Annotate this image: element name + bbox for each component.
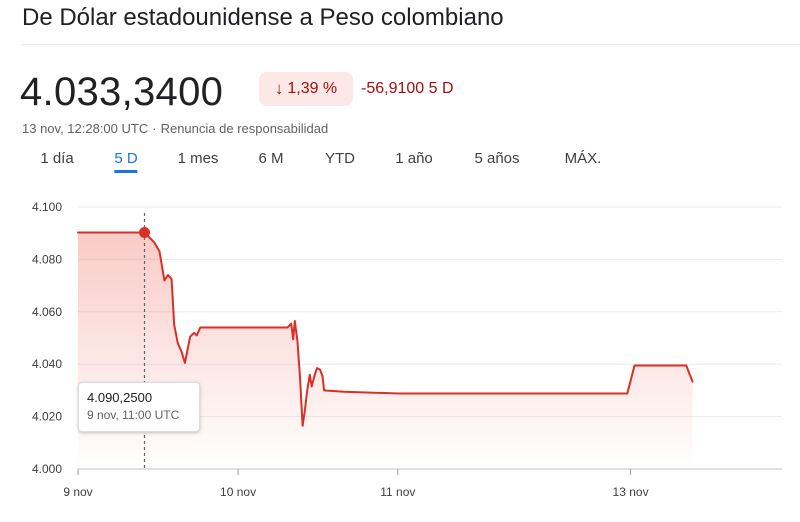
tab-max[interactable]: MÁX. [564,150,602,167]
current-price: 4.033,3400 [20,70,224,114]
y-tick-label: 4.040 [32,357,62,371]
change-percent: 1,39 % [287,80,338,97]
disclaimer-link[interactable]: Renuncia de responsabilidad [160,121,329,136]
series-line [77,231,694,427]
tab-ytd[interactable]: YTD [325,150,355,167]
y-tick-label: 4.060 [32,305,62,319]
title-divider [22,44,800,45]
page-title: De Dólar estadounidense a Peso colombian… [22,4,504,31]
change-value: -56,9100 5 D [361,80,454,97]
tooltip-time: 9 nov, 11:00 UTC [87,408,180,422]
tooltip-value: 4.090,2500 [87,390,153,405]
x-tick-label: 9 nov [63,485,92,499]
x-tick-label: 13 nov [613,485,649,499]
tab-1-year[interactable]: 1 año [395,150,433,167]
highlight-point [139,227,151,239]
arrow-down-icon: ↓ [274,79,284,98]
tab-1-month[interactable]: 1 mes [177,150,219,167]
y-tick-label: 4.000 [32,462,62,476]
separator: · [152,121,157,136]
tab-1-day[interactable]: 1 día [40,150,74,167]
y-tick-label: 4.080 [32,252,62,266]
range-tabs: 1 día 5 D 1 mes 6 M YTD 1 año 5 años MÁX… [0,150,800,178]
y-tick-label: 4.020 [32,410,62,424]
timestamp-line: 13 nov, 12:28:00 UTC · Renuncia de respons… [22,121,328,136]
tab-5-days[interactable]: 5 D [114,150,138,173]
y-tick-label: 4.100 [32,200,62,214]
tab-5-years[interactable]: 5 años [474,150,520,167]
series-area [78,232,693,469]
tab-6-months[interactable]: 6 M [258,150,284,167]
x-tick-label: 10 nov [220,485,256,499]
x-tick-label: 11 nov [380,485,415,499]
timestamp: 13 nov, 12:28:00 UTC [22,121,149,136]
chart-tooltip: 4.090,2500 9 nov, 11:00 UTC [78,382,200,432]
change-percent-badge: ↓ 1,39 % [259,72,353,106]
